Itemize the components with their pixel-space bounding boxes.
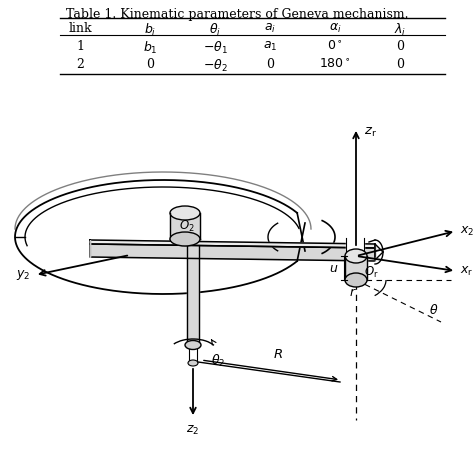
Text: 2: 2 (76, 58, 84, 71)
Text: $r$: $r$ (349, 286, 357, 299)
Text: $b_i$: $b_i$ (144, 22, 156, 38)
Text: $b_1$: $b_1$ (143, 40, 157, 56)
Text: $u$: $u$ (328, 262, 338, 275)
Ellipse shape (188, 360, 198, 366)
Text: $a_1$: $a_1$ (263, 40, 277, 53)
Text: $x_\mathrm{r}$: $x_\mathrm{r}$ (460, 264, 474, 277)
Text: $180^\circ$: $180^\circ$ (319, 58, 351, 71)
Text: $\alpha_i$: $\alpha_i$ (328, 22, 341, 35)
Polygon shape (170, 213, 200, 239)
Text: $-\theta_2$: $-\theta_2$ (202, 58, 228, 74)
Text: 0: 0 (396, 40, 404, 53)
Text: $\theta$: $\theta$ (429, 303, 439, 317)
Text: $0^\circ$: $0^\circ$ (327, 40, 343, 53)
Text: $a_i$: $a_i$ (264, 22, 276, 35)
Text: link: link (68, 22, 92, 35)
Polygon shape (90, 244, 375, 261)
Text: $R$: $R$ (273, 349, 283, 362)
Text: 0: 0 (266, 58, 274, 71)
Polygon shape (187, 246, 199, 345)
Text: $z_2$: $z_2$ (186, 424, 200, 437)
Text: $y_2$: $y_2$ (16, 268, 30, 282)
Polygon shape (90, 240, 375, 248)
Text: $-\theta_1$: $-\theta_1$ (202, 40, 228, 56)
Polygon shape (345, 256, 367, 280)
Text: $\theta_i$: $\theta_i$ (209, 22, 221, 38)
Text: 1: 1 (76, 40, 84, 53)
Text: 0: 0 (396, 58, 404, 71)
Ellipse shape (345, 273, 367, 287)
Text: $x_2$: $x_2$ (460, 225, 474, 238)
Polygon shape (346, 238, 364, 259)
Ellipse shape (185, 341, 201, 350)
Ellipse shape (170, 232, 200, 246)
Text: $O_\mathrm{r}$: $O_\mathrm{r}$ (364, 264, 379, 280)
Text: $\theta_2$: $\theta_2$ (211, 353, 225, 369)
Text: $\lambda_i$: $\lambda_i$ (394, 22, 406, 38)
Text: $O_2$: $O_2$ (179, 218, 195, 234)
Text: $z_\mathrm{r}$: $z_\mathrm{r}$ (364, 126, 377, 139)
Ellipse shape (170, 206, 200, 220)
Text: 0: 0 (146, 58, 154, 71)
Ellipse shape (345, 249, 367, 263)
Text: Table 1. Kinematic parameters of Geneva mechanism.: Table 1. Kinematic parameters of Geneva … (66, 8, 408, 21)
